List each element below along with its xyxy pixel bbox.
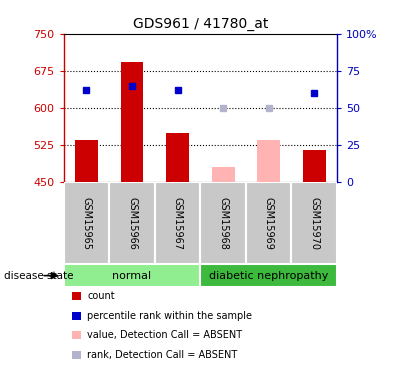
Bar	[155, 182, 201, 264]
Bar	[303, 150, 326, 182]
Text: rank, Detection Call = ABSENT: rank, Detection Call = ABSENT	[87, 350, 238, 360]
Text: diabetic nephropathy: diabetic nephropathy	[209, 271, 328, 280]
Text: GSM15968: GSM15968	[218, 196, 228, 250]
Text: disease state: disease state	[4, 271, 74, 280]
Bar	[246, 182, 291, 264]
Text: normal: normal	[113, 271, 152, 280]
Bar	[166, 134, 189, 182]
Text: GSM15970: GSM15970	[309, 196, 319, 250]
Bar	[64, 182, 109, 264]
Text: GSM15966: GSM15966	[127, 196, 137, 250]
Bar	[121, 62, 143, 182]
Bar	[109, 182, 155, 264]
Title: GDS961 / 41780_at: GDS961 / 41780_at	[133, 17, 268, 32]
Text: percentile rank within the sample: percentile rank within the sample	[87, 311, 252, 321]
Text: GSM15965: GSM15965	[81, 196, 92, 250]
Text: GSM15969: GSM15969	[264, 196, 274, 250]
Bar	[291, 182, 337, 264]
Bar	[201, 182, 246, 264]
Bar	[64, 264, 201, 287]
Text: GSM15967: GSM15967	[173, 196, 182, 250]
Bar	[257, 140, 280, 182]
Bar	[75, 140, 98, 182]
Text: value, Detection Call = ABSENT: value, Detection Call = ABSENT	[87, 330, 242, 340]
Bar	[201, 264, 337, 287]
Bar	[212, 167, 235, 182]
Text: count: count	[87, 291, 115, 301]
